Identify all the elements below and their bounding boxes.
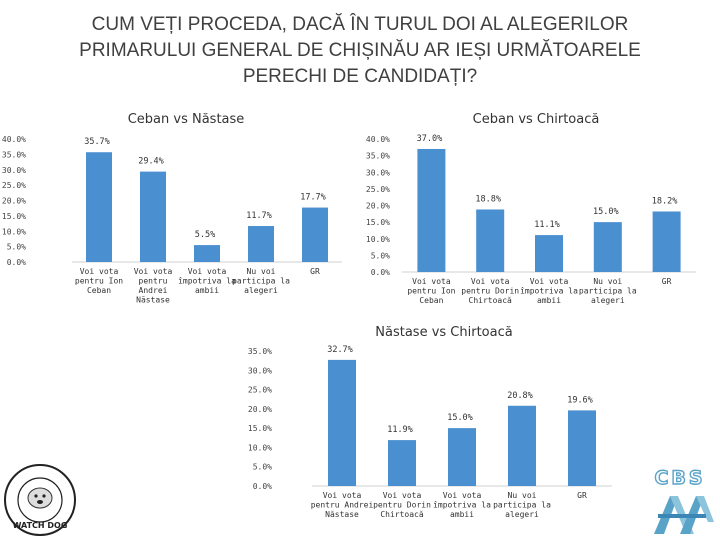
data-label: 35.7% bbox=[84, 137, 110, 147]
chart-svg: Ceban vs Chirtoacă 0.0% 5.0% 10.0% 15.0% 20.0… bbox=[366, 112, 696, 305]
y-tick-label: 0.0% bbox=[7, 258, 26, 267]
y-tick-label: 5.0% bbox=[253, 463, 272, 472]
y-tick-label: 35.0% bbox=[366, 152, 390, 161]
chart-nastase-vs-chirtoaca: Năstase vs Chirtoacă 0.0% 5.0% 10.0% 15.0% 20… bbox=[240, 322, 640, 532]
y-tick-label: 35.0% bbox=[248, 347, 272, 356]
chart-ceban-vs-nastase: Ceban vs Năstase 0.0% 5.0% 10.0% 15.0% 20.0% 2… bbox=[0, 108, 350, 318]
chart-title: Ceban vs Năstase bbox=[128, 112, 245, 127]
chart-svg: Ceban vs Năstase 0.0% 5.0% 10.0% 15.0% 20.0% 2… bbox=[2, 112, 342, 305]
chart-title: Ceban vs Chirtoacă bbox=[473, 112, 600, 127]
y-tick-label: 15.0% bbox=[248, 424, 272, 433]
category-label: GR bbox=[662, 277, 672, 286]
y-tick-label: 25.0% bbox=[366, 185, 390, 194]
bar bbox=[388, 440, 416, 486]
bar bbox=[593, 222, 622, 272]
bar bbox=[86, 152, 112, 262]
data-label: 18.2% bbox=[652, 196, 678, 206]
bar bbox=[248, 226, 274, 262]
data-label: 37.0% bbox=[417, 134, 443, 144]
cbs-logo-text: CBS bbox=[654, 467, 705, 489]
data-label: 32.7% bbox=[327, 345, 353, 355]
category-label: Voi vota pentru Ion Ceban bbox=[407, 277, 455, 305]
category-label: GR bbox=[577, 491, 587, 500]
bar bbox=[448, 428, 476, 486]
y-tick-label: 10.0% bbox=[248, 443, 272, 452]
category-label: Nu voi participa la alegeri bbox=[579, 277, 637, 305]
page-title: CUM VEȚI PROCEDA, DACĂ ÎN TURUL DOI AL A… bbox=[79, 14, 641, 87]
data-label: 29.4% bbox=[138, 157, 164, 167]
y-tick-label: 0.0% bbox=[253, 482, 272, 491]
bar bbox=[194, 245, 220, 262]
data-label: 5.5% bbox=[195, 230, 215, 240]
data-label: 15.0% bbox=[593, 207, 619, 217]
category-label: Nu voi participa la alegeri bbox=[232, 267, 290, 295]
y-tick-label: 40.0% bbox=[2, 135, 26, 144]
category-label: Voi vota pentru Ion Ceban bbox=[75, 267, 123, 295]
y-tick-label: 15.0% bbox=[2, 212, 26, 221]
data-label: 11.9% bbox=[387, 425, 413, 435]
y-tick-label: 0.0% bbox=[371, 268, 390, 277]
category-label: Voi vota pentru Dorin Chirtoacă bbox=[373, 491, 431, 519]
category-label: Nu voi participa la alegeri bbox=[493, 491, 551, 519]
watchdog-logo-text: WATCH DOG bbox=[13, 521, 68, 530]
y-tick-label: 10.0% bbox=[2, 227, 26, 236]
data-label: 17.7% bbox=[300, 193, 326, 203]
bar bbox=[302, 207, 328, 262]
category-label: GR bbox=[310, 267, 320, 276]
bar bbox=[508, 405, 536, 486]
data-label: 15.0% bbox=[447, 413, 473, 423]
category-label: Voi vota pentru Andrei Năstase bbox=[134, 267, 173, 305]
data-label: 18.8% bbox=[475, 194, 501, 204]
bar bbox=[652, 211, 681, 272]
bar bbox=[568, 410, 596, 486]
chart-title: Năstase vs Chirtoacă bbox=[375, 325, 512, 340]
watchdog-logo: WATCH DOG bbox=[2, 462, 78, 538]
data-label: 20.8% bbox=[507, 391, 533, 401]
y-tick-label: 30.0% bbox=[248, 366, 272, 375]
bar bbox=[140, 171, 166, 262]
data-label: 11.1% bbox=[534, 220, 560, 230]
y-tick-label: 30.0% bbox=[2, 166, 26, 175]
y-tick-label: 35.0% bbox=[2, 150, 26, 159]
y-tick-label: 5.0% bbox=[7, 243, 26, 252]
y-tick-label: 25.0% bbox=[248, 386, 272, 395]
chart-svg: Năstase vs Chirtoacă 0.0% 5.0% 10.0% 15.0% 20… bbox=[248, 325, 612, 519]
cbs-logo: CBS bbox=[644, 462, 716, 536]
category-label: Voi vota pentru Dorin Chirtoacă bbox=[461, 277, 519, 305]
bar bbox=[535, 235, 563, 272]
data-label: 11.7% bbox=[246, 211, 272, 221]
category-label: Voi vota împotriva la ambii bbox=[520, 277, 578, 305]
category-label: Voi vota pentru Andrei Năstase bbox=[311, 491, 374, 519]
bar bbox=[328, 359, 356, 486]
y-tick-label: 20.0% bbox=[366, 202, 390, 211]
bar bbox=[476, 209, 505, 272]
y-tick-label: 25.0% bbox=[2, 181, 26, 190]
y-tick-label: 20.0% bbox=[248, 405, 272, 414]
y-tick-label: 20.0% bbox=[2, 197, 26, 206]
chart-ceban-vs-chirtoaca: Ceban vs Chirtoacă 0.0% 5.0% 10.0% 15.0% 20.0… bbox=[360, 108, 720, 318]
category-label: Voi vota împotriva la ambii bbox=[433, 491, 491, 519]
category-label: Voi vota împotriva la ambii bbox=[178, 267, 236, 295]
y-tick-label: 15.0% bbox=[366, 218, 390, 227]
data-label: 19.6% bbox=[567, 395, 593, 405]
y-tick-label: 40.0% bbox=[366, 135, 390, 144]
y-tick-label: 30.0% bbox=[366, 168, 390, 177]
bar bbox=[417, 148, 446, 272]
y-tick-label: 5.0% bbox=[371, 251, 390, 260]
y-tick-label: 10.0% bbox=[366, 235, 390, 244]
